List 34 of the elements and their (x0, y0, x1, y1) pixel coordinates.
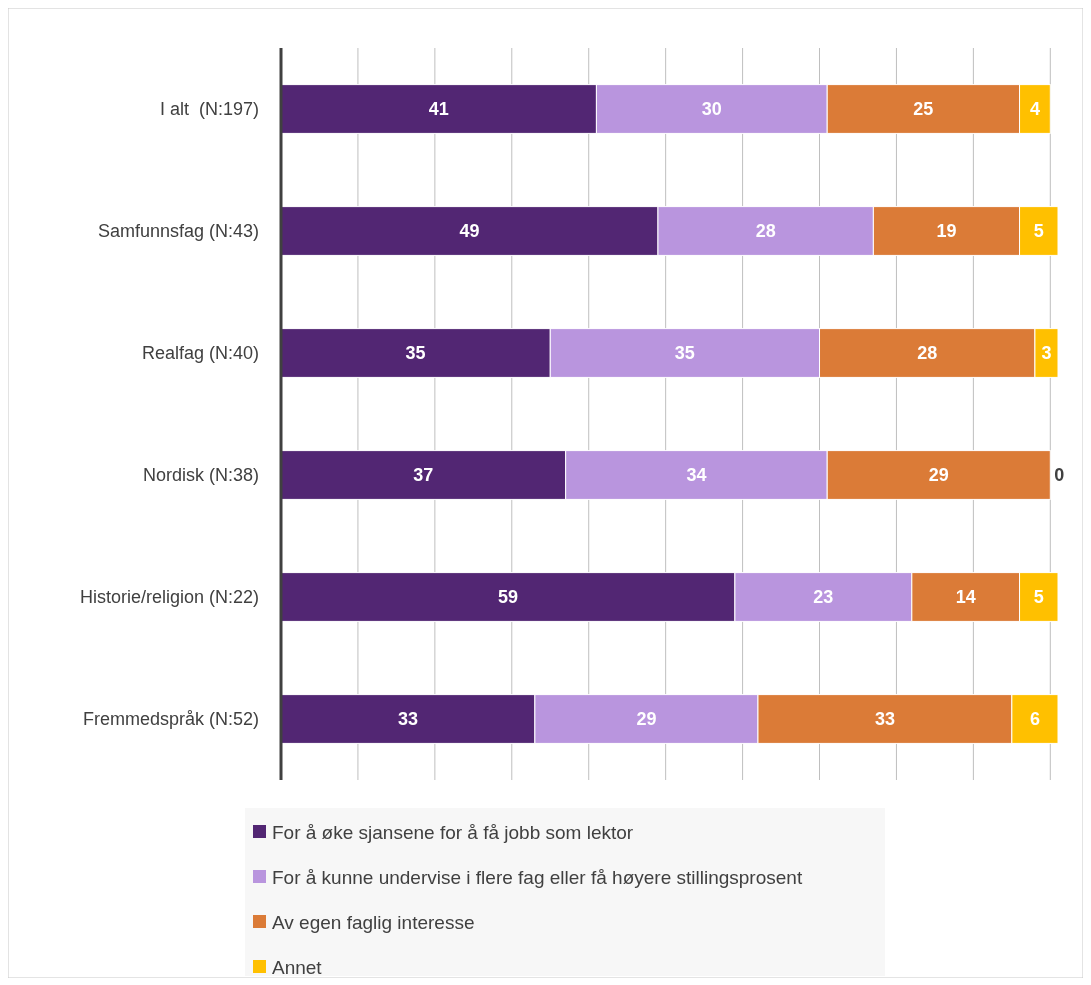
data-label: 0 (1054, 465, 1065, 486)
legend-label: Av egen faglig interesse (272, 911, 475, 933)
data-label: 5 (1033, 587, 1044, 608)
data-label: 25 (913, 99, 934, 120)
data-label: 6 (1029, 709, 1040, 730)
y-tick-label: Realfag (N:40) (141, 343, 259, 364)
y-tick-label: Fremmedspråk (N:52) (82, 709, 259, 730)
data-label: 28 (755, 221, 776, 242)
data-label: 33 (874, 709, 895, 730)
y-tick-label: I alt (N:197) (159, 99, 259, 120)
data-label: 34 (686, 465, 707, 486)
data-label: 29 (636, 709, 657, 730)
data-label: 37 (413, 465, 434, 486)
data-label: 3 (1041, 343, 1052, 364)
data-label: 4 (1029, 99, 1040, 120)
data-label: 23 (813, 587, 834, 608)
data-label: 33 (397, 709, 418, 730)
data-label: 29 (928, 465, 949, 486)
data-label: 5 (1033, 221, 1044, 242)
y-tick-label: Historie/religion (N:22) (79, 587, 259, 608)
data-label: 14 (955, 587, 976, 608)
data-label: 41 (428, 99, 449, 120)
data-label: 28 (917, 343, 938, 364)
data-label: 59 (497, 587, 518, 608)
data-label: 19 (936, 221, 957, 242)
data-label: 49 (459, 221, 480, 242)
legend-label: Annet (272, 956, 323, 978)
y-tick-label: Nordisk (N:38) (142, 465, 259, 486)
legend-label: For å kunne undervise i flere fag eller få høyere stillingsprosent (272, 866, 803, 888)
data-label: 35 (674, 343, 695, 364)
y-tick-label: Samfunnsfag (N:43) (97, 221, 259, 242)
data-label: 30 (701, 99, 722, 120)
legend-label: For å øke sjansene for å få jobb som lektor (272, 821, 634, 843)
data-label: 35 (405, 343, 426, 364)
